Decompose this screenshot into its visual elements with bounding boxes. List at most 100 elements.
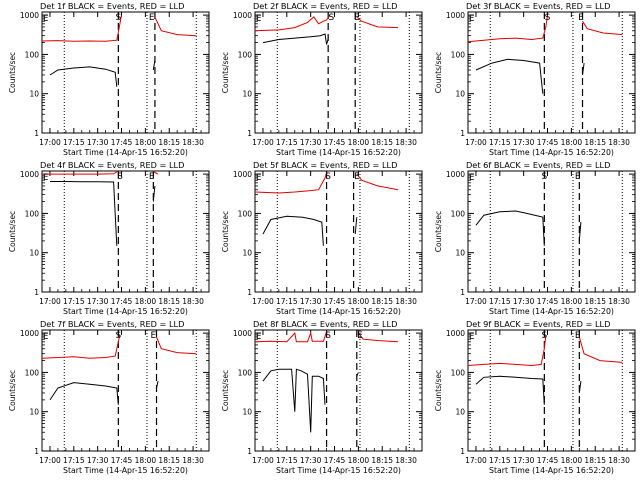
start-marker-s: S bbox=[117, 172, 123, 182]
x-tick-label: 18:30 bbox=[608, 138, 630, 147]
events-series-line bbox=[49, 382, 119, 405]
x-tick-label: 18:15 bbox=[584, 297, 606, 306]
y-tick-label: 1 bbox=[460, 288, 465, 297]
x-tick-label: 17:30 bbox=[300, 456, 322, 465]
y-tick-label: 1000 bbox=[233, 329, 252, 338]
start-marker-s: S bbox=[541, 172, 547, 182]
y-tick-label: 10 bbox=[242, 90, 252, 99]
x-tick-label: 17:15 bbox=[63, 138, 85, 147]
lld-series-line bbox=[467, 15, 548, 43]
lld-series-line bbox=[578, 336, 623, 363]
plot-frame bbox=[467, 329, 636, 452]
x-tick-label: 17:00 bbox=[252, 138, 274, 147]
corner-e-marker: E bbox=[43, 332, 48, 342]
plot-frame bbox=[254, 170, 423, 293]
corner-e-marker: E bbox=[43, 173, 48, 183]
events-series-line bbox=[578, 381, 582, 394]
events-series-line bbox=[152, 185, 156, 202]
y-tick-label: 10 bbox=[29, 408, 39, 417]
y-tick-label: 10 bbox=[455, 408, 465, 417]
x-tick-label: 17:15 bbox=[276, 138, 298, 147]
x-axis-label: Start Time (14-Apr-15 16:52:20) bbox=[489, 466, 614, 475]
lld-series-line bbox=[41, 334, 121, 359]
panel-4: Det 4f BLACK = Events, RED = LLD 1 10 100 10… bbox=[8, 160, 210, 316]
lld-series-line bbox=[254, 172, 328, 194]
x-tick-label: 18:15 bbox=[584, 138, 606, 147]
y-tick-label: 100 bbox=[25, 368, 40, 377]
x-tick-label: 17:00 bbox=[39, 297, 61, 306]
plot-frame bbox=[41, 170, 210, 293]
start-marker-s: S bbox=[325, 172, 331, 182]
x-tick-label: 18:30 bbox=[608, 456, 630, 465]
end-marker-e: E bbox=[575, 331, 581, 341]
x-tick-label: 17:30 bbox=[300, 138, 322, 147]
x-tick-label: 17:45 bbox=[111, 456, 133, 465]
y-tick-label: 1 bbox=[247, 288, 252, 297]
x-tick-label: 18:30 bbox=[608, 297, 630, 306]
panel-title: Det 1f BLACK = Events, RED = LLD bbox=[40, 1, 184, 11]
panel-title: Det 6f BLACK = Events, RED = LLD bbox=[466, 160, 610, 170]
lld-series-line bbox=[356, 16, 399, 29]
lld-series-line bbox=[582, 20, 623, 36]
y-tick-label: 100 bbox=[238, 368, 253, 377]
x-tick-label: 17:30 bbox=[87, 297, 109, 306]
x-tick-label: 18:15 bbox=[371, 297, 393, 306]
panel-3: Det 3f BLACK = Events, RED = LLD 1 10 100 10… bbox=[434, 1, 636, 157]
x-tick-label: 18:00 bbox=[561, 456, 583, 465]
x-tick-label: 18:30 bbox=[395, 138, 417, 147]
x-tick-label: 17:00 bbox=[252, 456, 274, 465]
y-tick-label: 1000 bbox=[233, 170, 252, 179]
plot-frame bbox=[467, 11, 636, 134]
events-series-line bbox=[475, 210, 545, 246]
lld-series-line bbox=[356, 173, 399, 191]
y-tick-label: 1 bbox=[460, 129, 465, 138]
x-tick-label: 18:00 bbox=[135, 138, 157, 147]
y-tick-label: 1 bbox=[34, 288, 39, 297]
x-tick-label: 17:30 bbox=[87, 138, 109, 147]
end-marker-e: E bbox=[354, 172, 360, 182]
x-axis-label: Start Time (14-Apr-15 16:52:20) bbox=[276, 307, 401, 316]
events-series-line bbox=[262, 33, 329, 45]
y-tick-label: 10 bbox=[29, 90, 39, 99]
y-tick-label: 1 bbox=[247, 447, 252, 456]
x-tick-label: 17:45 bbox=[537, 456, 559, 465]
x-tick-label: 17:45 bbox=[324, 456, 346, 465]
x-tick-label: 17:15 bbox=[63, 456, 85, 465]
panel-6: Det 6f BLACK = Events, RED = LLD 1 10 100 10… bbox=[434, 160, 636, 316]
x-tick-label: 17:00 bbox=[252, 297, 274, 306]
panel-8: Det 8f BLACK = Events, RED = LLD 1 10 100 10… bbox=[221, 319, 423, 475]
events-series-line bbox=[354, 217, 358, 235]
panel-7: Det 7f BLACK = Events, RED = LLD 1 10 100 10… bbox=[8, 319, 210, 475]
y-tick-label: 1000 bbox=[446, 170, 465, 179]
x-tick-label: 17:00 bbox=[465, 297, 487, 306]
panel-title: Det 2f BLACK = Events, RED = LLD bbox=[253, 1, 397, 11]
x-tick-label: 17:15 bbox=[276, 297, 298, 306]
panel-2: Det 2f BLACK = Events, RED = LLD 1 10 100 10… bbox=[221, 1, 423, 157]
x-tick-label: 17:45 bbox=[111, 297, 133, 306]
events-series-line bbox=[262, 368, 326, 433]
x-tick-label: 18:00 bbox=[348, 297, 370, 306]
x-axis-label: Start Time (14-Apr-15 16:52:20) bbox=[63, 466, 188, 475]
x-tick-label: 18:15 bbox=[158, 138, 180, 147]
corner-e-marker: E bbox=[43, 14, 48, 24]
y-tick-label: 10 bbox=[242, 249, 252, 258]
y-tick-label: 1000 bbox=[233, 11, 252, 20]
x-tick-label: 18:00 bbox=[135, 297, 157, 306]
corner-e-marker: E bbox=[469, 14, 474, 24]
plot-frame bbox=[254, 329, 423, 452]
x-tick-label: 18:00 bbox=[135, 456, 157, 465]
y-tick-label: 1000 bbox=[20, 170, 39, 179]
end-marker-e: E bbox=[575, 172, 581, 182]
x-tick-label: 17:30 bbox=[87, 456, 109, 465]
end-marker-e: E bbox=[149, 172, 155, 182]
panel-title: Det 7f BLACK = Events, RED = LLD bbox=[40, 319, 184, 329]
x-tick-label: 18:30 bbox=[395, 297, 417, 306]
x-tick-label: 18:15 bbox=[584, 456, 606, 465]
start-marker-s: S bbox=[541, 331, 547, 341]
y-axis-label: Counts/sec bbox=[221, 211, 230, 252]
y-axis-label: Counts/sec bbox=[434, 211, 443, 252]
x-tick-label: 17:00 bbox=[39, 456, 61, 465]
y-axis-label: Counts/sec bbox=[8, 52, 17, 93]
y-tick-label: 1 bbox=[460, 447, 465, 456]
lld-series-line bbox=[254, 331, 328, 343]
